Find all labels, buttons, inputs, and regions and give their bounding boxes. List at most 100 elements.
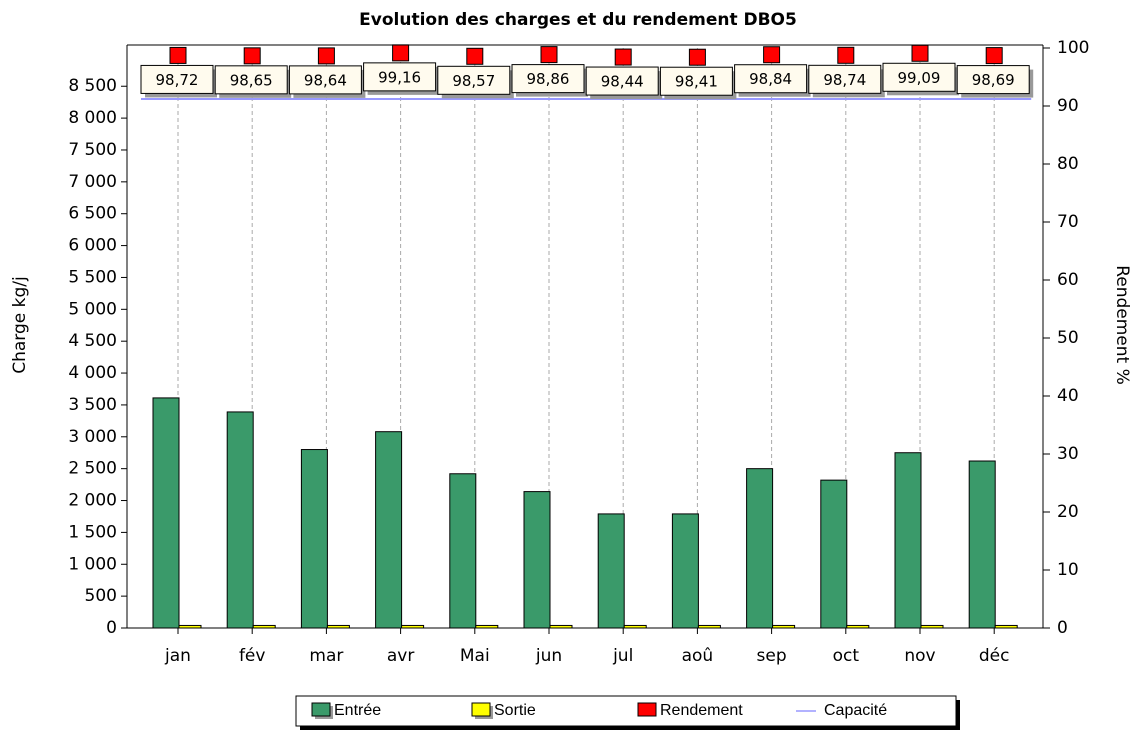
y-tick-label: 5 500 xyxy=(68,267,117,287)
y-axis-title: Charge kg/j xyxy=(10,276,30,374)
y2-tick-label: 90 xyxy=(1057,96,1079,116)
value-label-box xyxy=(437,65,511,95)
value-label-box xyxy=(734,64,808,94)
value-label: 98,41 xyxy=(675,73,718,91)
value-label-box xyxy=(363,62,437,92)
y2-tick-label: 70 xyxy=(1057,212,1079,232)
value-label-box xyxy=(882,62,956,92)
value-label-box xyxy=(511,64,585,94)
value-label: 99,09 xyxy=(898,69,941,87)
value-label: 98,86 xyxy=(527,70,570,88)
y-tick-label: 5 000 xyxy=(68,299,117,319)
x-tick-label: jul xyxy=(612,646,633,666)
legend-label: Rendement xyxy=(660,702,743,719)
value-label-box xyxy=(808,64,882,94)
bar xyxy=(375,431,403,629)
legend-label: Capacité xyxy=(824,702,887,719)
value-label-box xyxy=(288,65,362,95)
plot-area xyxy=(127,45,1043,628)
marker xyxy=(317,47,335,65)
value-label-box xyxy=(214,65,288,95)
x-tick-label: avr xyxy=(387,646,414,666)
y-tick-label: 1 500 xyxy=(68,522,117,542)
marker xyxy=(392,44,410,62)
y2-axis-title: Rendement % xyxy=(1112,265,1132,385)
y2-tick-label: 80 xyxy=(1057,154,1079,174)
x-tick-label: sep xyxy=(757,646,787,666)
bar xyxy=(968,460,996,629)
value-label-box xyxy=(956,65,1030,95)
y2-tick-label: 60 xyxy=(1057,270,1079,290)
y2-tick-label: 0 xyxy=(1057,618,1068,638)
bar xyxy=(894,452,922,629)
marker xyxy=(837,46,855,64)
marker xyxy=(466,47,484,65)
legend-label: Entrée xyxy=(334,702,381,719)
marker xyxy=(243,47,261,65)
legend-swatch xyxy=(311,702,331,717)
bar xyxy=(449,473,477,629)
value-label: 98,69 xyxy=(972,71,1015,89)
value-label: 98,84 xyxy=(749,70,792,88)
x-tick-label: Mai xyxy=(460,646,490,666)
y-tick-label: 3 500 xyxy=(68,395,117,415)
bar xyxy=(597,513,625,629)
y2-tick-label: 100 xyxy=(1057,38,1089,58)
y-tick-label: 6 000 xyxy=(68,236,117,256)
bar xyxy=(226,411,254,629)
y-tick-label: 7 500 xyxy=(68,140,117,160)
x-tick-label: jan xyxy=(164,646,191,666)
y-tick-label: 7 000 xyxy=(68,172,117,192)
value-label: 98,65 xyxy=(230,71,273,89)
bar xyxy=(820,479,848,629)
marker xyxy=(614,48,632,66)
marker xyxy=(540,46,558,64)
marker xyxy=(763,46,781,64)
value-label-box xyxy=(585,66,659,96)
y-tick-label: 2 500 xyxy=(68,459,117,479)
value-label: 99,16 xyxy=(378,68,421,86)
marker xyxy=(985,47,1003,65)
y-tick-label: 6 500 xyxy=(68,204,117,224)
y-tick-label: 8 500 xyxy=(68,76,117,96)
value-label: 98,64 xyxy=(304,71,347,89)
y2-tick-label: 20 xyxy=(1057,502,1079,522)
legend-swatch xyxy=(471,702,491,717)
x-tick-label: mar xyxy=(309,646,343,666)
x-tick-label: déc xyxy=(979,646,1010,666)
x-tick-label: aoû xyxy=(682,646,714,666)
legend-label: Sortie xyxy=(494,702,536,719)
y-tick-label: 500 xyxy=(85,586,117,606)
x-tick-label: jun xyxy=(535,646,562,666)
y-tick-label: 1 000 xyxy=(68,554,117,574)
y2-tick-label: 10 xyxy=(1057,560,1079,580)
legend-box xyxy=(295,695,957,727)
marker xyxy=(169,46,187,64)
x-tick-label: fév xyxy=(239,646,266,666)
value-label: 98,44 xyxy=(601,73,644,91)
y-tick-label: 4 000 xyxy=(68,363,117,383)
y2-tick-label: 50 xyxy=(1057,328,1079,348)
y-tick-label: 0 xyxy=(106,618,117,638)
x-tick-label: oct xyxy=(833,646,860,666)
value-label-box xyxy=(659,66,733,96)
y2-tick-label: 30 xyxy=(1057,444,1079,464)
chart-title: Evolution des charges et du rendement DB… xyxy=(359,10,797,30)
y-tick-label: 4 500 xyxy=(68,331,117,351)
bar xyxy=(746,468,774,629)
y-tick-label: 2 000 xyxy=(68,491,117,511)
value-label-box xyxy=(140,64,214,94)
marker xyxy=(688,48,706,66)
bar xyxy=(152,397,180,629)
y-tick-label: 3 000 xyxy=(68,427,117,447)
value-label: 98,74 xyxy=(823,71,866,89)
bar xyxy=(671,513,699,629)
y2-tick-label: 40 xyxy=(1057,386,1079,406)
value-label: 98,72 xyxy=(156,71,199,89)
marker xyxy=(911,44,929,62)
y-tick-label: 8 000 xyxy=(68,108,117,128)
value-label: 98,57 xyxy=(452,72,495,90)
bar xyxy=(300,449,328,629)
x-tick-label: nov xyxy=(904,646,935,666)
